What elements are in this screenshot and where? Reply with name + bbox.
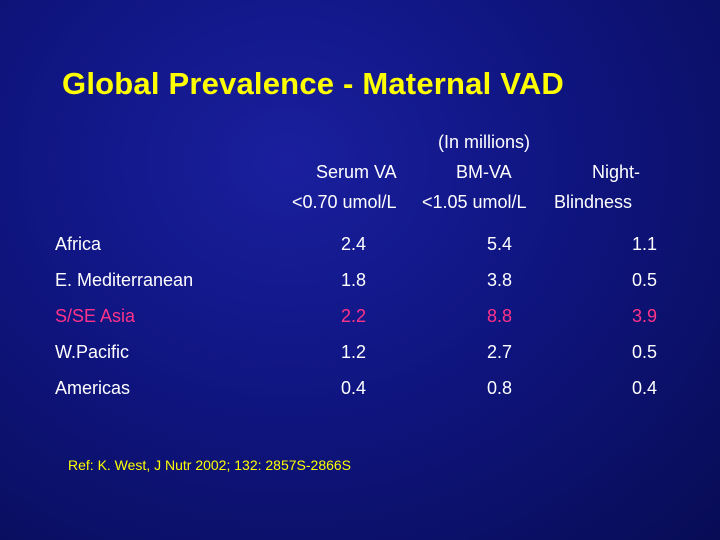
cell-wpac-serum: 1.2 <box>341 342 367 362</box>
cell-emed-night: 0.5 <box>632 270 658 290</box>
header-serum-va: Serum VA <box>316 162 397 182</box>
header-serum-va-threshold: <0.70 umol/L <box>292 192 397 212</box>
cell-americas-serum: 0.4 <box>341 378 367 398</box>
row-label-africa: Africa <box>55 234 102 254</box>
row-label-w-pacific: W.Pacific <box>55 342 130 362</box>
reference-citation: Ref: K. West, J Nutr 2002; 132: 2857S-28… <box>68 457 352 473</box>
slide-title: Global Prevalence - Maternal VAD <box>62 66 564 101</box>
cell-emed-serum: 1.8 <box>341 270 367 290</box>
cell-americas-night: 0.4 <box>632 378 658 398</box>
row-label-e-mediterranean: E. Mediterranean <box>55 270 194 290</box>
cell-emed-bm: 3.8 <box>487 270 513 290</box>
cell-asia-night: 3.9 <box>632 306 658 326</box>
cell-africa-serum: 2.4 <box>341 234 367 254</box>
header-bm-va-threshold: <1.05 umol/L <box>422 192 527 212</box>
cell-wpac-night: 0.5 <box>632 342 658 362</box>
units-note: (In millions) <box>438 132 531 152</box>
header-night: Night- <box>592 162 641 182</box>
header-blindness: Blindness <box>554 192 633 212</box>
cell-asia-bm: 8.8 <box>487 306 513 326</box>
cell-africa-bm: 5.4 <box>487 234 513 254</box>
cell-wpac-bm: 2.7 <box>487 342 513 362</box>
cell-americas-bm: 0.8 <box>487 378 513 398</box>
row-label-americas: Americas <box>55 378 131 398</box>
cell-asia-serum: 2.2 <box>341 306 367 326</box>
row-label-s-se-asia: S/SE Asia <box>55 306 136 326</box>
header-bm-va: BM-VA <box>456 162 512 182</box>
cell-africa-night: 1.1 <box>632 234 658 254</box>
